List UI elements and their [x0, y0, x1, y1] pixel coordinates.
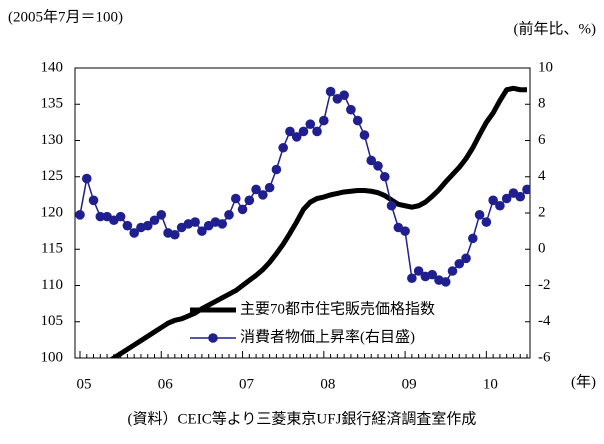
y-tick-label: 120 [41, 204, 64, 220]
cpi-marker [122, 220, 133, 231]
x-tick-label: 05 [77, 376, 92, 392]
cpi-marker [413, 266, 424, 276]
cpi-marker [481, 217, 492, 227]
legend-label: 消費者物価上昇率(右目盛) [240, 328, 415, 345]
cpi-marker [454, 258, 465, 269]
y-tick-label: 115 [41, 241, 63, 257]
y2-tick-label: -2 [538, 277, 551, 293]
cpi-marker [373, 161, 383, 171]
y-tick-label: 105 [41, 313, 64, 329]
y-axis-label: (2005年7月＝100) [8, 8, 123, 25]
y2-tick-label: 6 [538, 132, 546, 148]
x-tick-label: 08 [320, 376, 335, 392]
x-axis-label: (年) [571, 373, 596, 390]
cpi-marker [474, 210, 485, 220]
cpi-marker [386, 200, 397, 211]
plot-area [75, 85, 530, 358]
cpi-marker [217, 219, 228, 229]
cpi-marker [129, 228, 139, 238]
cpi-marker [237, 204, 248, 215]
y2-tick-label: 10 [538, 59, 553, 75]
index-line [109, 85, 527, 358]
legend-marker [208, 333, 218, 343]
cpi-marker [170, 229, 180, 240]
cpi-marker [115, 211, 126, 222]
cpi-marker [339, 90, 349, 100]
cpi-marker [230, 193, 241, 204]
cpi-marker [427, 269, 437, 280]
cpi-marker [346, 104, 356, 115]
cpi-marker [258, 190, 268, 200]
cpi-marker [251, 184, 261, 195]
cpi-marker [95, 211, 106, 222]
y2-tick-label: -6 [538, 349, 551, 365]
cpi-line [79, 90, 528, 283]
legend-label: 主要70都市住宅販売価格指数 [240, 300, 435, 317]
cpi-marker [271, 164, 282, 175]
y-tick-label: 130 [41, 132, 64, 148]
cpi-marker [440, 277, 451, 287]
cpi-marker [447, 266, 458, 276]
x-tick-label: 10 [483, 376, 498, 392]
cpi-marker [352, 115, 363, 126]
cpi-marker [190, 217, 200, 227]
x-tick-label: 07 [239, 376, 255, 392]
cpi-marker [285, 126, 295, 137]
y2-tick-label: 0 [538, 241, 546, 257]
cpi-marker [325, 86, 336, 97]
y2-tick-label: 2 [538, 204, 546, 220]
x-tick-label: 06 [158, 376, 174, 392]
cpi-marker [142, 220, 153, 231]
cpi-marker [298, 126, 309, 137]
cpi-marker [244, 195, 255, 206]
cpi-marker [359, 130, 370, 140]
y-tick-label: 135 [41, 96, 64, 112]
cpi-marker [156, 210, 167, 220]
cpi-marker [149, 215, 160, 226]
y2-tick-label: -4 [538, 313, 551, 329]
cpi-marker [366, 155, 377, 166]
cpi-marker [291, 132, 302, 142]
x-tick-label: 09 [402, 376, 417, 392]
cpi-marker [495, 200, 505, 211]
cpi-marker [81, 173, 92, 184]
y-tick-label: 110 [41, 277, 63, 293]
cpi-marker [515, 191, 526, 202]
cpi-marker [522, 184, 530, 195]
source-note: (資料）CEIC等より三菱東京UFJ銀行経済調査室作成 [128, 409, 477, 427]
cpi-marker [264, 182, 275, 193]
cpi-marker [75, 210, 85, 220]
y-tick-label: 140 [41, 59, 64, 75]
cpi-marker [197, 226, 207, 236]
y2-tick-label: 8 [538, 96, 546, 112]
cpi-marker [379, 171, 390, 182]
y-tick-label: 100 [41, 349, 64, 365]
cpi-marker [400, 226, 410, 236]
cpi-marker [224, 210, 234, 220]
cpi-marker [501, 193, 512, 204]
y2-axis-label: (前年比、%) [514, 20, 597, 37]
cpi-marker [278, 142, 288, 153]
cpi-marker [305, 119, 316, 129]
cpi-marker [407, 273, 417, 284]
cpi-marker [88, 195, 99, 206]
cpi-marker [319, 115, 329, 126]
y2-tick-label: 4 [538, 168, 546, 184]
cpi-marker [488, 195, 498, 206]
y-tick-label: 125 [41, 168, 64, 184]
cpi-marker [468, 233, 478, 244]
cpi-marker [461, 253, 471, 264]
cpi-marker [312, 126, 322, 137]
